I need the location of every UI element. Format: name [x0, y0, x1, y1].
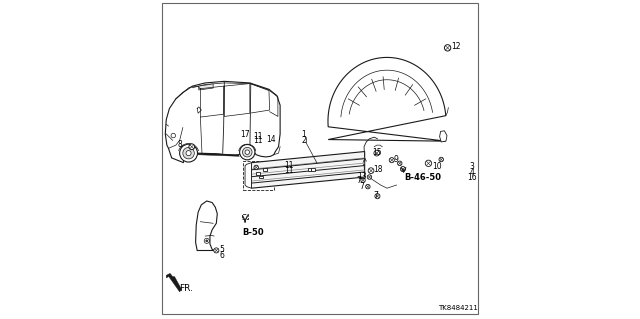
Text: 13: 13	[358, 172, 367, 181]
Bar	[259, 175, 263, 179]
Text: 11: 11	[253, 137, 262, 145]
Text: 4: 4	[469, 168, 474, 177]
Bar	[256, 172, 260, 175]
Bar	[243, 214, 248, 219]
Circle shape	[401, 167, 406, 172]
Text: B-46-50: B-46-50	[404, 173, 441, 182]
Text: 2: 2	[301, 136, 306, 145]
Text: 6: 6	[220, 251, 224, 260]
Bar	[308, 168, 312, 170]
Circle shape	[180, 144, 198, 162]
Text: 3: 3	[469, 162, 474, 171]
Text: 7: 7	[374, 191, 378, 200]
Bar	[263, 168, 268, 171]
Bar	[243, 161, 274, 190]
Circle shape	[245, 150, 250, 154]
Circle shape	[206, 240, 208, 242]
Text: 7: 7	[356, 176, 361, 185]
Circle shape	[243, 147, 252, 157]
Text: 14: 14	[266, 135, 276, 144]
Circle shape	[189, 144, 195, 150]
Text: 5: 5	[220, 245, 224, 254]
Text: 17: 17	[240, 130, 250, 139]
Text: 11: 11	[284, 161, 294, 170]
Circle shape	[254, 165, 259, 170]
Polygon shape	[245, 163, 252, 188]
Text: FR.: FR.	[179, 284, 193, 293]
Text: 15: 15	[372, 148, 382, 157]
Text: 16: 16	[467, 173, 476, 182]
Text: B-50: B-50	[242, 228, 264, 237]
Text: 1: 1	[301, 130, 306, 139]
Text: 9: 9	[393, 155, 398, 164]
Polygon shape	[165, 81, 280, 163]
Circle shape	[375, 194, 380, 199]
Circle shape	[389, 158, 394, 163]
Circle shape	[171, 133, 175, 138]
Text: 11: 11	[284, 166, 294, 175]
Polygon shape	[166, 273, 182, 292]
Circle shape	[183, 147, 195, 159]
Circle shape	[425, 160, 431, 167]
Circle shape	[239, 145, 255, 160]
Circle shape	[367, 175, 372, 179]
Circle shape	[397, 161, 402, 166]
Circle shape	[214, 248, 219, 253]
Text: 8: 8	[177, 140, 182, 149]
Polygon shape	[328, 57, 446, 141]
Text: 7: 7	[359, 182, 364, 191]
Circle shape	[374, 150, 380, 156]
Polygon shape	[440, 131, 447, 142]
Text: 12: 12	[451, 42, 460, 51]
Polygon shape	[199, 84, 213, 90]
Text: TK8484211: TK8484211	[438, 305, 478, 311]
Circle shape	[365, 184, 370, 189]
Polygon shape	[196, 153, 239, 156]
Circle shape	[361, 178, 365, 182]
Text: 18: 18	[374, 165, 383, 174]
Circle shape	[186, 151, 191, 156]
Circle shape	[368, 168, 374, 174]
Text: 11: 11	[253, 132, 262, 141]
Circle shape	[439, 157, 444, 162]
Text: 10: 10	[433, 162, 442, 171]
Circle shape	[444, 45, 451, 51]
Bar	[311, 168, 315, 171]
Polygon shape	[252, 152, 365, 188]
